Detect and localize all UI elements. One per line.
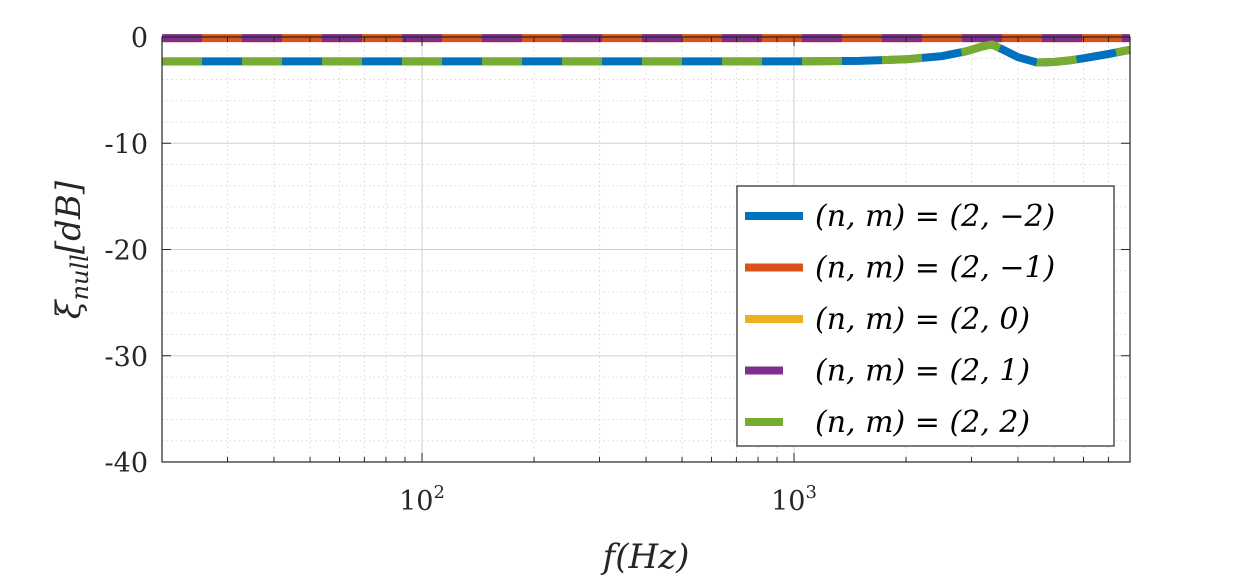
legend: (n, m) = (2, −2) (n, m) = (2, −1) (n, m) =… <box>736 185 1115 447</box>
x-tick-label-exponent: 2 <box>433 482 444 503</box>
y-axis-title-main: ξ <box>49 298 89 319</box>
y-tick-label: -30 <box>105 342 148 373</box>
x-tick-label: 103 <box>771 482 817 517</box>
y-axis-title-sub: null <box>66 254 94 300</box>
y-tick-label: -40 <box>105 448 148 479</box>
y-axis-title-rest: [dB] <box>49 180 89 254</box>
y-tick-label: 0 <box>131 23 148 54</box>
legend-label-0: (n, m) = (2, −2) <box>815 199 1055 234</box>
y-tick-labels: 0 -10 -20 -30 -40 <box>105 23 148 479</box>
y-tick-label: -20 <box>105 236 148 267</box>
x-tick-label-exponent: 3 <box>805 482 816 503</box>
legend-label-4: (n, m) = (2, 2) <box>815 405 1030 440</box>
x-tick-label: 102 <box>399 482 445 517</box>
x-axis-title: f(Hz) <box>600 537 690 577</box>
legend-label-1: (n, m) = (2, −1) <box>815 251 1055 286</box>
legend-label-3: (n, m) = (2, 1) <box>815 354 1030 389</box>
series-line-4 <box>162 40 1131 67</box>
y-axis-title: ξnull[dB] <box>49 180 94 319</box>
legend-label-2: (n, m) = (2, 0) <box>815 302 1030 337</box>
x-tick-label-base: 10 <box>399 486 433 517</box>
y-tick-label: -10 <box>105 129 148 160</box>
x-tick-label-base: 10 <box>771 486 805 517</box>
axis-ticks <box>162 36 1130 463</box>
x-tick-labels: 102 103 <box>399 482 817 517</box>
